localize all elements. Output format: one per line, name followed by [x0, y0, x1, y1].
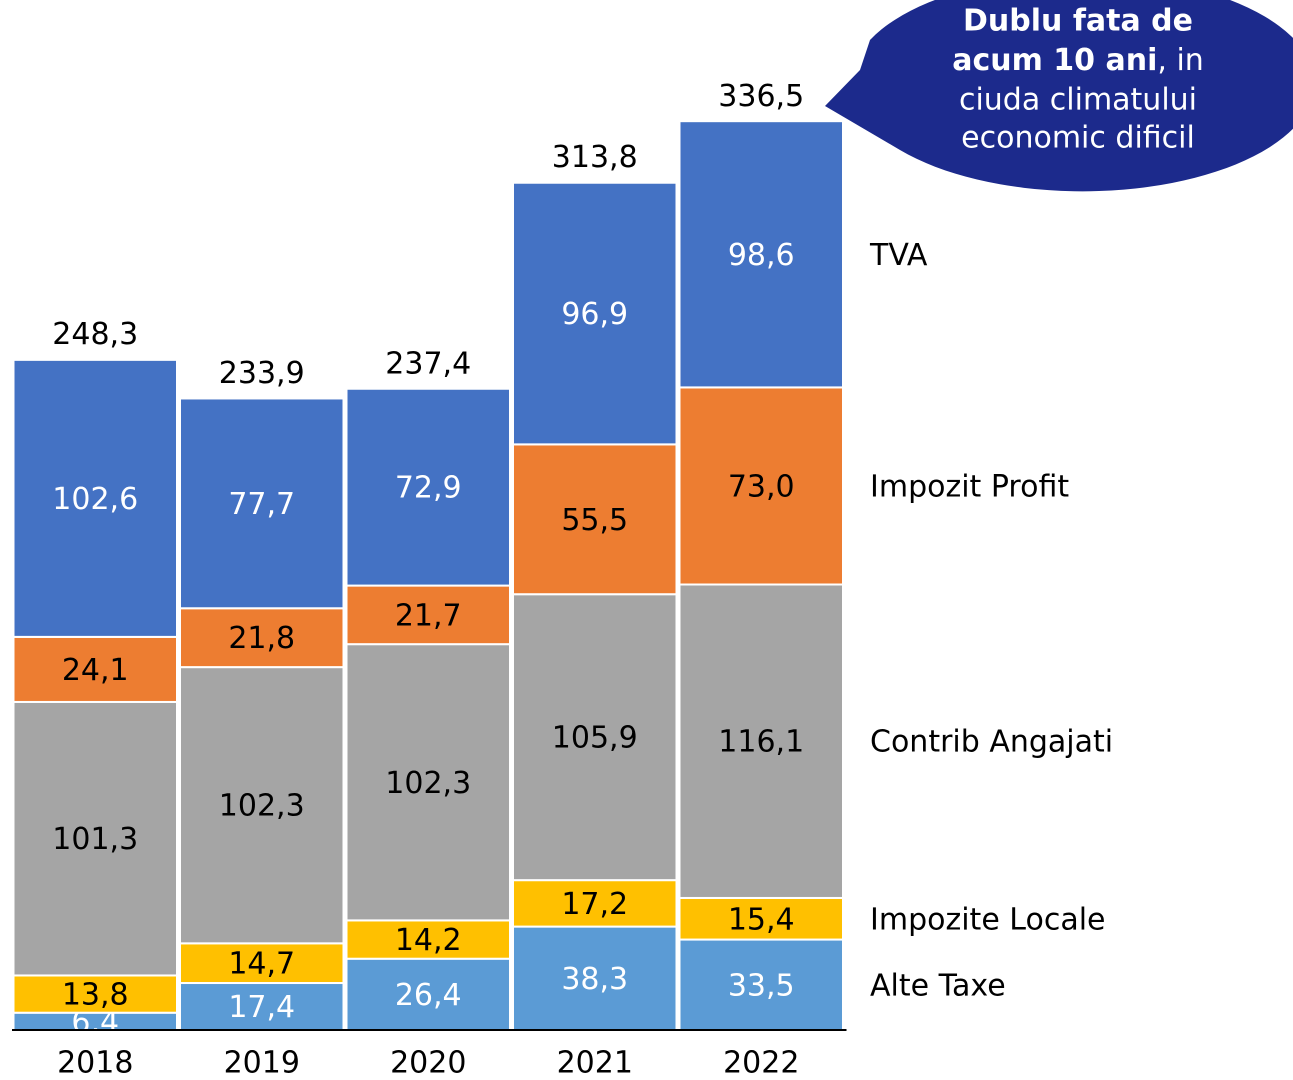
- value-label: 38,3: [561, 962, 628, 997]
- value-label: 24,1: [62, 653, 129, 688]
- value-label: 21,7: [395, 598, 462, 633]
- bar-segment: [512, 879, 678, 928]
- value-label: 102,3: [219, 789, 305, 824]
- bar-segment: [678, 938, 844, 1031]
- bar-segment: [345, 643, 511, 922]
- annotation: economic dificil: [961, 121, 1195, 156]
- annotation: acum 10 ani, in: [952, 43, 1204, 78]
- value-label: 17,4: [228, 990, 295, 1025]
- bar-segment: [512, 443, 678, 596]
- annotation: Dublu fata de: [963, 4, 1193, 39]
- annotation-bold: acum 10 ani: [952, 43, 1157, 78]
- bar-segment: [678, 386, 844, 586]
- value-label: 33,5: [728, 968, 795, 1003]
- value-label: 21,8: [228, 621, 295, 656]
- bar-segment: [179, 942, 345, 985]
- total-label: 336,5: [718, 79, 804, 114]
- annotation: ciuda climatului: [959, 83, 1197, 118]
- value-label: 102,3: [385, 766, 471, 801]
- legend-label: Impozite Locale: [870, 902, 1106, 937]
- value-label: 55,5: [561, 503, 628, 538]
- legend-label: TVA: [869, 238, 928, 273]
- bar-segment: [512, 593, 678, 882]
- value-label: 14,2: [395, 923, 462, 958]
- bar-segment: [179, 607, 345, 669]
- value-label: 17,2: [561, 887, 628, 922]
- total-label: 237,4: [385, 347, 471, 382]
- bar-segment: [12, 974, 178, 1014]
- bar-segment: [12, 700, 178, 977]
- value-label: 26,4: [395, 978, 462, 1013]
- legend-label: Alte Taxe: [870, 968, 1006, 1003]
- value-label: 96,9: [561, 297, 628, 332]
- x-tick-label: 2018: [57, 1046, 133, 1080]
- bar-segment: [12, 358, 178, 638]
- value-label: 13,8: [62, 978, 129, 1013]
- callout: [825, 0, 1293, 192]
- x-tick-label: 2019: [224, 1046, 300, 1080]
- value-label: 101,3: [52, 822, 138, 857]
- value-label: 77,7: [228, 487, 295, 522]
- bar-segment: [345, 584, 511, 646]
- value-label: 14,7: [228, 947, 295, 982]
- bar-segment: [512, 181, 678, 446]
- x-tick-label: 2021: [557, 1046, 633, 1080]
- legend-label: Contrib Angajati: [870, 725, 1113, 760]
- bar-segment: [179, 666, 345, 945]
- bar-segment: [678, 583, 844, 899]
- total-label: 313,8: [552, 140, 638, 175]
- value-label: 72,9: [395, 471, 462, 506]
- bar-segment: [678, 120, 844, 389]
- annotation-text: , in: [1157, 43, 1203, 78]
- value-label: 105,9: [552, 721, 638, 756]
- bar-segment: [345, 919, 511, 960]
- total-label: 233,9: [219, 356, 305, 391]
- value-label: 73,0: [728, 469, 795, 504]
- value-label: 98,6: [728, 238, 795, 273]
- bar-segment: [345, 387, 511, 587]
- legend-label: Impozit Profit: [870, 469, 1069, 504]
- x-tick-label: 2020: [390, 1046, 466, 1080]
- total-label: 248,3: [52, 317, 138, 352]
- value-label: 102,6: [52, 482, 138, 517]
- bar-segment: [179, 397, 345, 610]
- value-label: 15,4: [728, 902, 795, 937]
- value-label: 116,1: [718, 725, 804, 760]
- x-tick-label: 2022: [723, 1046, 799, 1080]
